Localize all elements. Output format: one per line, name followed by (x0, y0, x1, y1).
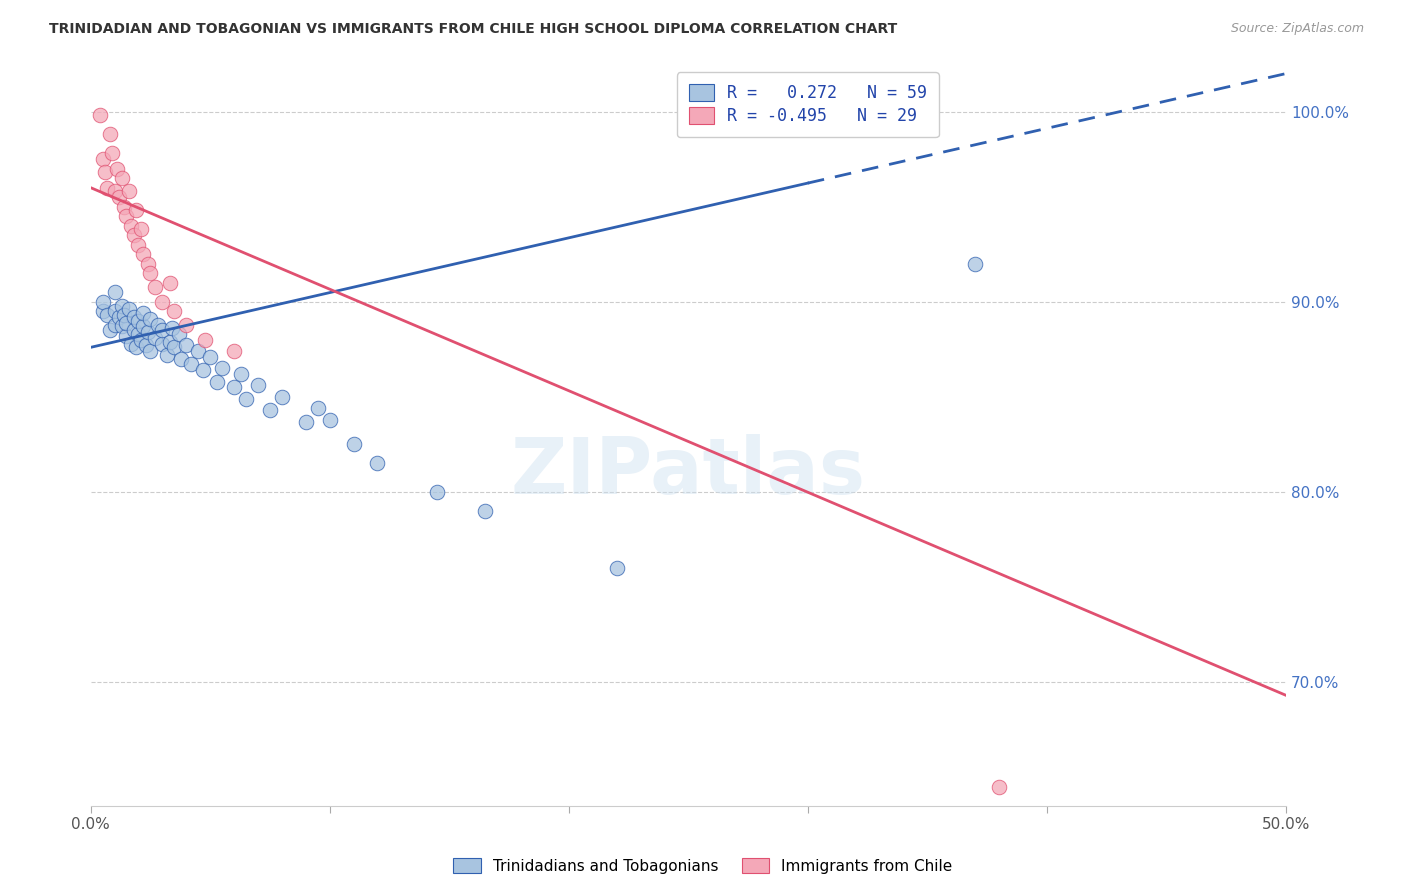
Point (207, 375, 229, 389)
Point (127, 327, 149, 342)
Point (163, 304, 186, 318)
Point (115, 209, 138, 223)
Text: Source: ZipAtlas.com: Source: ZipAtlas.com (1230, 22, 1364, 36)
Point (231, 367, 253, 381)
Point (129, 222, 152, 236)
Point (146, 318, 169, 332)
Point (426, 484, 449, 499)
Text: TRINIDADIAN AND TOBAGONIAN VS IMMIGRANTS FROM CHILE HIGH SCHOOL DIPLOMA CORRELAT: TRINIDADIAN AND TOBAGONIAN VS IMMIGRANTS… (49, 22, 897, 37)
Point (159, 276, 181, 290)
Point (94, 165, 117, 179)
Point (474, 504, 496, 518)
Point (111, 319, 134, 334)
Point (606, 561, 628, 575)
Point (143, 331, 166, 345)
Point (96, 308, 118, 322)
Point (118, 185, 141, 199)
Point (122, 323, 145, 337)
Point (170, 351, 193, 366)
Point (91, 294, 114, 309)
Point (191, 363, 214, 377)
Point (259, 403, 281, 417)
Point (150, 294, 173, 309)
Point (91, 304, 114, 318)
Point (108, 190, 131, 204)
Point (103, 318, 125, 332)
Point (127, 237, 149, 252)
Point (98, 128, 121, 142)
Legend: Trinidadians and Tobagonians, Immigrants from Chile: Trinidadians and Tobagonians, Immigrants… (447, 852, 959, 880)
Point (136, 325, 159, 339)
Point (194, 333, 217, 347)
Point (294, 415, 316, 429)
Point (139, 266, 162, 280)
Point (160, 321, 183, 335)
Point (125, 203, 148, 218)
Point (156, 348, 179, 362)
Point (366, 456, 388, 470)
Point (129, 333, 152, 347)
Point (246, 378, 269, 392)
Point (136, 257, 159, 271)
Point (105, 161, 128, 176)
Point (150, 323, 173, 337)
Point (235, 392, 257, 406)
Point (112, 200, 135, 214)
Point (342, 437, 364, 451)
Point (98, 323, 121, 337)
Point (112, 308, 135, 322)
Point (143, 279, 166, 293)
Point (89, 108, 111, 122)
Point (270, 390, 292, 404)
Point (111, 171, 134, 186)
Point (167, 327, 190, 342)
Point (101, 146, 124, 161)
Point (135, 338, 157, 352)
Point (965, 257, 987, 271)
Point (132, 247, 155, 261)
Point (132, 319, 155, 334)
Point (132, 306, 155, 320)
Point (198, 350, 221, 364)
Point (103, 285, 125, 300)
Point (103, 185, 125, 199)
Point (96, 180, 118, 194)
Point (118, 302, 141, 317)
Point (180, 358, 202, 372)
Point (111, 299, 134, 313)
Text: ZIPatlas: ZIPatlas (510, 434, 866, 510)
Point (222, 380, 245, 394)
Point (122, 310, 145, 324)
Point (222, 344, 245, 359)
Point (139, 311, 162, 326)
Point (159, 334, 181, 349)
Legend: R =   0.272   N = 59, R = -0.495   N = 29: R = 0.272 N = 59, R = -0.495 N = 29 (676, 72, 939, 137)
Point (174, 338, 197, 352)
Point (163, 340, 186, 354)
Point (108, 310, 131, 324)
Point (307, 401, 329, 416)
Point (211, 361, 233, 376)
Point (139, 344, 162, 359)
Point (122, 228, 145, 243)
Point (150, 336, 173, 351)
Point (120, 219, 142, 233)
Point (91, 152, 114, 166)
Point (115, 329, 138, 343)
Point (127, 314, 149, 328)
Point (115, 316, 138, 330)
Point (120, 336, 142, 351)
Point (187, 344, 209, 359)
Point (125, 340, 148, 354)
Point (103, 304, 125, 318)
Point (988, 780, 1011, 794)
Point (174, 318, 197, 332)
Point (318, 412, 340, 426)
